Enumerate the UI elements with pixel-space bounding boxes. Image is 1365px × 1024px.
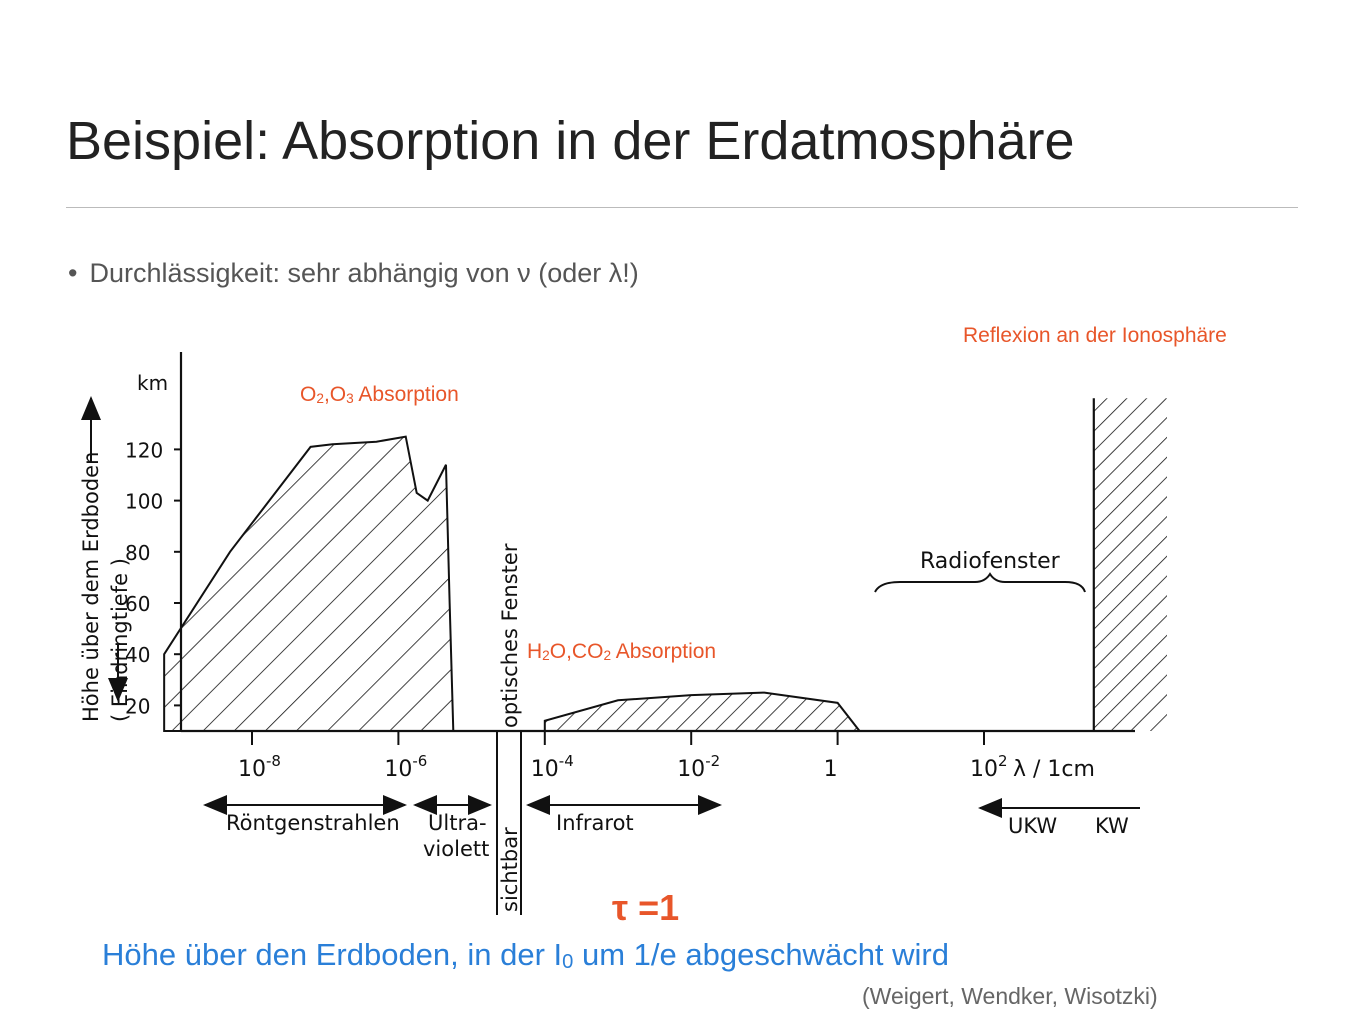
slide-title: Beispiel: Absorption in der Erdatmosphär…	[66, 111, 1075, 171]
x-tick-label: 10-8	[238, 752, 281, 782]
y-tick-label: 80	[125, 541, 150, 565]
x-tick-label: 10-4	[531, 752, 574, 782]
tau-explanation: Höhe über den Erdboden, in der I0 um 1/e…	[102, 937, 949, 974]
radio-window-brace	[874, 572, 1086, 593]
uv-label-line2: violett	[423, 837, 489, 861]
xray-label: Röntgenstrahlen	[226, 811, 400, 835]
y-tick-label: 40	[125, 643, 150, 667]
ionosphere-reflection-area	[1093, 398, 1167, 731]
ukw-label: UKW	[1008, 814, 1057, 838]
kw-label: KW	[1095, 814, 1129, 838]
x-tick-label: 1	[824, 757, 838, 782]
h2o-co2-absorption-area	[543, 691, 862, 732]
y-tick-label: 100	[125, 490, 163, 514]
radio-window-label: Radiofenster	[920, 549, 1061, 574]
title-divider	[66, 207, 1298, 208]
bullet-dot-icon: •	[68, 258, 78, 288]
tau-label: τ =1	[612, 887, 680, 928]
y-axis-title: Höhe über dem Erdboden	[79, 452, 103, 722]
bullet-point: • Durchlässigkeit: sehr abhängig von ν (o…	[68, 258, 639, 289]
citation: (Weigert, Wendker, Wisotzki)	[862, 983, 1158, 1009]
bullet-text: Durchlässigkeit: sehr abhängig von ν (od…	[89, 258, 639, 288]
o-absorption-label: O2,O3 Absorption	[300, 383, 459, 407]
reflexion-label: Reflexion an der Ionosphäre	[963, 324, 1227, 347]
x-tick-label: 10-2	[677, 752, 720, 782]
y-tick-label: 60	[125, 592, 150, 616]
infrared-label: Infrarot	[556, 811, 634, 835]
y-axis-subtitle: ( Eindringtiefe )	[108, 558, 132, 722]
uv-label-line1: Ultra-	[428, 811, 487, 835]
y-unit-label: km	[137, 371, 168, 395]
y-tick-label: 120	[125, 438, 163, 462]
x-axis-title: λ / 1cm	[1013, 757, 1095, 782]
x-tick-label: 10-6	[384, 752, 427, 782]
y-tick-label: 20	[125, 694, 150, 718]
o2-o3-absorption-area	[163, 435, 455, 732]
optical-window-label: optisches Fenster	[498, 543, 522, 728]
x-tick-label: 102	[970, 752, 1008, 782]
visible-label: sichtbar	[498, 827, 522, 912]
h-absorption-label: H2O,CO2 Absorption	[527, 640, 717, 664]
